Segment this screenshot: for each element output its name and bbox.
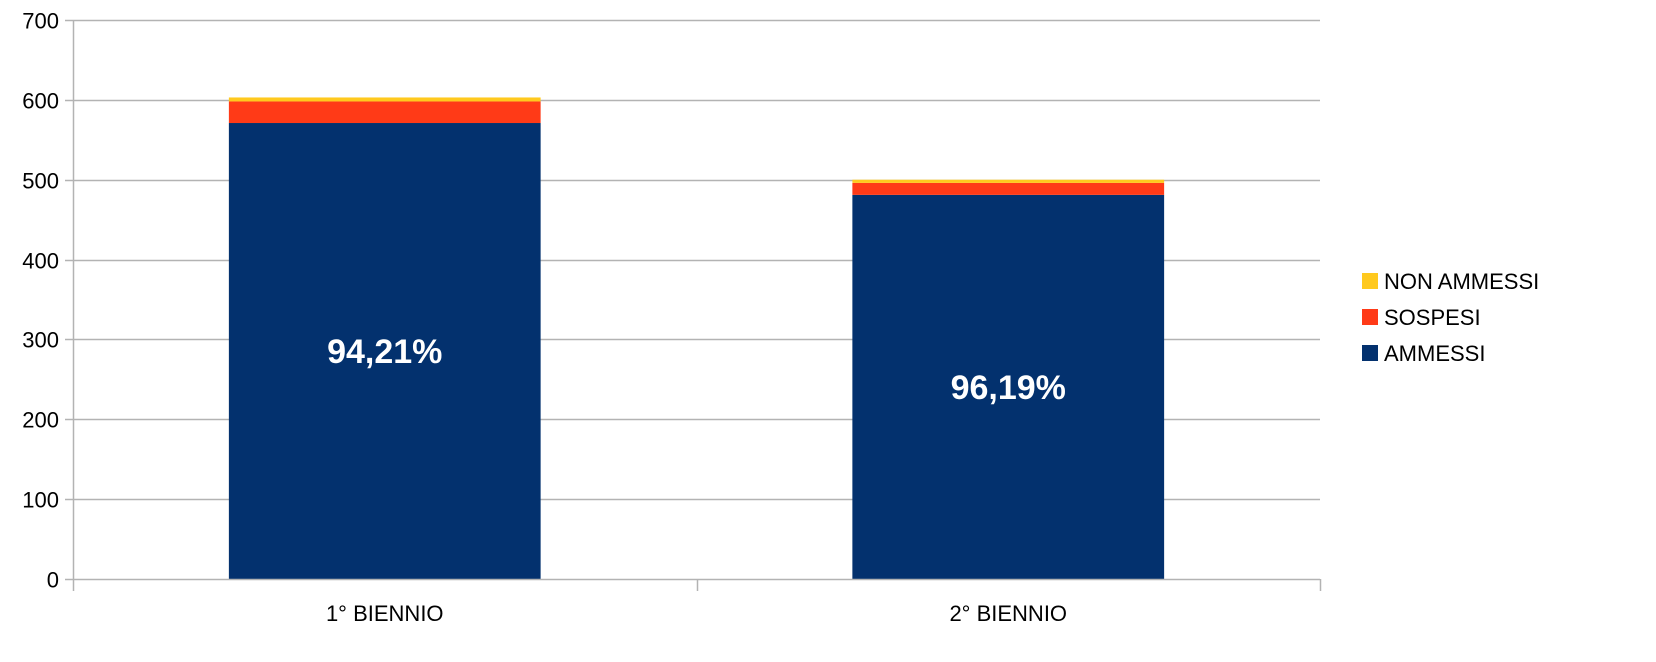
y-tick-label: 600: [22, 89, 59, 114]
bar-segment-non-ammessi: [852, 179, 1165, 183]
data-label: 94,21%: [327, 333, 442, 371]
legend: NON AMMESSI SOSPESI AMMESSI: [1362, 269, 1539, 366]
bar-segment-ammessi: [852, 194, 1165, 579]
bar-segment-non-ammessi: [228, 97, 541, 102]
data-labels: 94,21% 96,19%: [327, 333, 1066, 407]
legend-swatch-ammessi: [1362, 345, 1378, 361]
bar-segment-ammessi: [228, 123, 541, 579]
legend-swatch-non-ammessi: [1362, 273, 1378, 289]
y-tick-label: 500: [22, 169, 59, 194]
axes: 0 100 200 300 400 500 600 700 1° BIENNIO 2° BIENN…: [22, 9, 1322, 626]
bars: [228, 97, 1165, 579]
y-tick-label: 300: [22, 328, 59, 353]
y-tick-label: 700: [22, 9, 59, 34]
y-tick-label: 400: [22, 249, 59, 274]
legend-label: AMMESSI: [1384, 341, 1485, 366]
y-tick-label: 0: [47, 568, 59, 593]
data-label: 96,19%: [951, 369, 1066, 407]
bar-segment-sospesi: [228, 101, 541, 124]
y-tick-label: 100: [22, 488, 59, 513]
x-category-label: 1° BIENNIO: [326, 601, 444, 626]
bar-segment-sospesi: [852, 182, 1165, 195]
legend-label: NON AMMESSI: [1384, 269, 1539, 294]
x-category-label: 2° BIENNIO: [949, 601, 1067, 626]
legend-label: SOSPESI: [1384, 305, 1481, 330]
legend-swatch-sospesi: [1362, 309, 1378, 325]
y-tick-label: 200: [22, 408, 59, 433]
